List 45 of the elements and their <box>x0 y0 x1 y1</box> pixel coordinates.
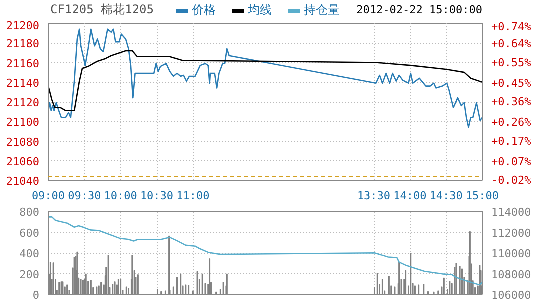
x-tick-label: 10:00 <box>104 190 138 202</box>
y-tick-label: 21040 <box>6 175 40 188</box>
y2-tick-label: +0.55% <box>492 56 532 70</box>
x-tick-label: 14:30 <box>430 190 463 202</box>
y-tick-label: 21200 <box>6 20 40 32</box>
x-tick-label: 10:30 <box>140 190 174 202</box>
y-tick-label: 21060 <box>6 155 40 168</box>
line-series <box>48 50 482 112</box>
y2-tick-label: 106000 <box>492 289 532 300</box>
y-tick-label: 800 <box>20 206 40 219</box>
x-tick-label: 14:00 <box>394 190 427 202</box>
y-tick-label: 200 <box>20 268 40 282</box>
chart-title: CF1205 棉花1205 <box>50 2 154 16</box>
y-tick-label: 21120 <box>6 96 40 110</box>
y2-tick-label: +0.74% <box>492 20 532 34</box>
y2-tick-label: 108000 <box>492 268 532 282</box>
y2-tick-label: +0.17% <box>492 134 532 148</box>
y2-tick-label: 112000 <box>492 226 532 240</box>
line-series <box>48 28 482 128</box>
text: 2012-02-22 15:00:00 <box>356 4 483 16</box>
x-tick-label: 11:00 <box>176 190 210 202</box>
y-tick-label: 0 <box>32 289 40 300</box>
y-tick-label: 21180 <box>6 38 40 51</box>
x-tick-label: 15:00 <box>466 190 500 202</box>
legend-label: 价格 <box>192 2 216 19</box>
y2-tick-label: -0.02% <box>492 174 532 187</box>
y2-tick-label: +0.36% <box>492 96 532 108</box>
y-tick-label: 21080 <box>6 136 40 149</box>
x-tick-label: 09:00 <box>32 190 66 202</box>
y-tick-label: 21160 <box>6 57 40 70</box>
y2-tick-label: 110000 <box>492 248 532 260</box>
y2-tick-label: +0.07% <box>492 155 532 168</box>
y-tick-label: 600 <box>20 226 40 240</box>
y2-tick-label: 114000 <box>492 206 532 219</box>
line-series <box>48 216 482 286</box>
legend-label: 均线 <box>248 2 272 19</box>
x-tick-label: 09:30 <box>68 190 102 202</box>
y2-tick-label: +0.26% <box>492 116 532 130</box>
y-tick-label: 21140 <box>6 76 40 90</box>
y2-tick-label: +0.45% <box>492 76 532 90</box>
y-tick-label: 400 <box>20 248 40 260</box>
legend-label: 持仓量 <box>304 2 340 19</box>
y-tick-label: 21100 <box>6 116 40 130</box>
y2-tick-label: +0.64% <box>492 38 532 51</box>
x-tick-label: 13:30 <box>357 190 391 202</box>
